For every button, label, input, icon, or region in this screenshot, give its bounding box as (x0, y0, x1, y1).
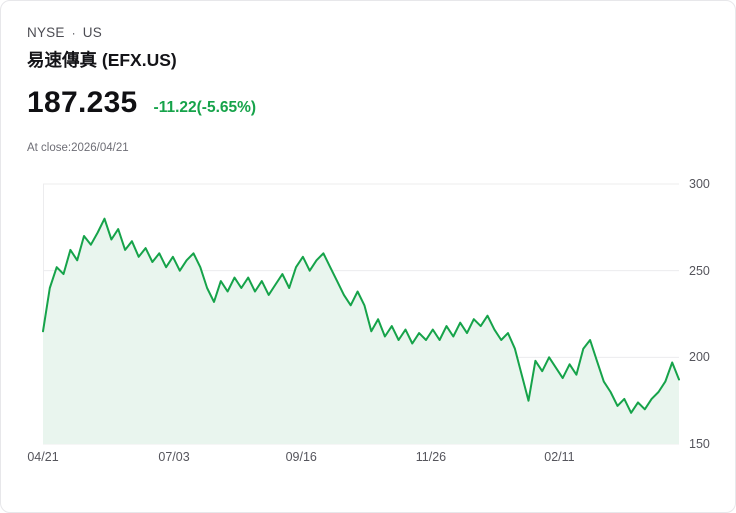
y-axis-tick-label: 250 (689, 263, 710, 278)
as-of-timestamp: At close:2026/04/21 (27, 142, 129, 154)
x-axis-tick-label: 09/16 (285, 450, 317, 464)
x-axis-tick-label: 02/11 (544, 450, 575, 464)
current-price: 187.235 (27, 86, 138, 119)
y-axis-tick-label: 150 (689, 437, 710, 451)
x-axis-tick-label: 11/26 (415, 450, 447, 464)
price-change: -11.22(-5.65%) (153, 99, 257, 116)
y-axis-tick-label: 200 (689, 350, 710, 365)
y-axis-tick-label: 300 (689, 177, 710, 191)
price-area-fill (43, 218, 679, 444)
x-axis-tick-label: 04/21 (27, 450, 59, 464)
price-line (42, 217, 680, 414)
region-label: US (82, 25, 102, 40)
price-chart[interactable]: 150 200 250 300 04/21 07/03 09/16 11/26 02/11 (1, 177, 735, 484)
stock-title: 易速傳真 (EFX.US) (27, 50, 177, 70)
market-line: NYSE · US (27, 25, 102, 40)
separator-dot: · (71, 25, 76, 40)
price-chart-svg (42, 183, 680, 445)
price-row: 187.235 -11.22(-5.65%) (27, 86, 256, 120)
x-axis-tick-label: 07/03 (158, 450, 190, 464)
exchange-label: NYSE (27, 25, 65, 40)
